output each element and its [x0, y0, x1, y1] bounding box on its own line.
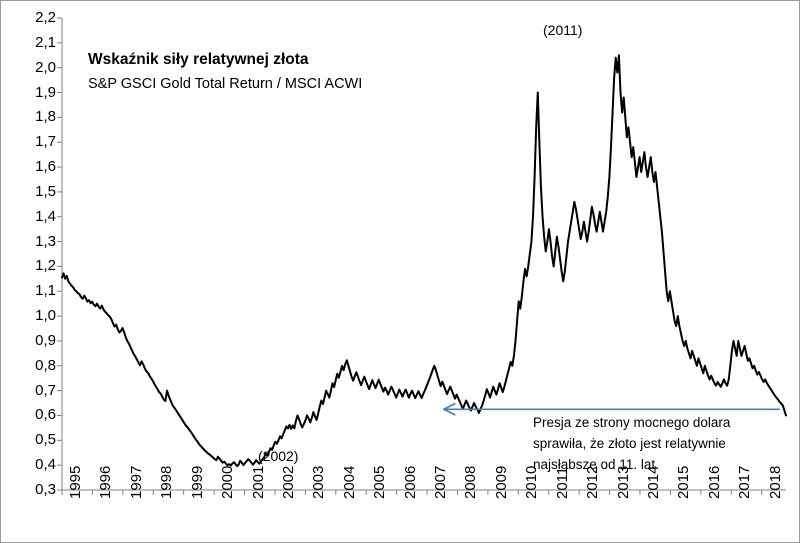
y-axis-tick-label: 2,2	[35, 9, 56, 26]
annotation-arrow	[442, 402, 780, 416]
y-axis-tick-label: 1,1	[35, 282, 56, 300]
y-axis-tick-label: 0,7	[35, 381, 56, 399]
x-axis-tick-label: 2004	[340, 465, 358, 499]
y-axis-tick-label: 1,9	[35, 83, 56, 101]
y-axis-tick-label: 1,5	[35, 182, 56, 200]
y-axis-tick-label: 1,0	[35, 307, 56, 325]
y-axis-tick-label: 0,6	[35, 406, 56, 424]
chart-title: Wskaźnik siły relatywnej złota	[88, 51, 309, 68]
x-axis-tick-label: 2006	[401, 465, 419, 499]
y-axis-tick-label: 1,2	[35, 257, 56, 275]
y-axis-tick-label: 2,0	[35, 58, 56, 76]
note-line-3: najsłabsze od 11. lat	[533, 456, 656, 472]
x-axis-tick-label: 1998	[158, 465, 176, 499]
x-axis-tick-label: 1997	[127, 465, 145, 499]
y-axis-tick-label: 1,3	[35, 232, 56, 250]
x-axis-tick-label: 2009	[492, 465, 510, 499]
x-axis-tick-label: 2007	[432, 465, 450, 499]
axis-lines	[61, 18, 786, 491]
y-axis-tick-label: 1,6	[35, 158, 56, 176]
y-axis-tick-label: 0,9	[35, 331, 56, 349]
x-axis-tick-label: 2001	[249, 465, 267, 499]
y-axis-tick-label: 0,8	[35, 356, 56, 374]
y-axis-tick-label: 1,4	[35, 207, 56, 225]
x-axis-tick-label: 2003	[310, 465, 328, 499]
x-axis-tick-label: 2005	[371, 465, 389, 499]
x-axis-tick-label: 2002	[279, 465, 297, 499]
data-series-line	[61, 54, 787, 468]
dollar-pressure-note: Presja ze strony mocnego dolara sprawiła…	[533, 413, 793, 476]
chart-subtitle: S&P GSCI Gold Total Return / MSCI ACWI	[88, 76, 363, 93]
y-tick-marks	[57, 17, 62, 491]
x-axis-tick-label: 1995	[67, 465, 84, 499]
note-line-2: sprawiła, że złoto jest relatywnie	[533, 435, 726, 451]
x-tick-marks	[61, 490, 763, 495]
y-axis-tick-label: 0,5	[35, 431, 56, 449]
x-axis-tick-label: 1999	[188, 465, 206, 499]
y-axis-tick-label: 2,1	[35, 33, 56, 51]
x-axis-tick-label: 2008	[462, 465, 480, 499]
y-axis-labels: 2,2 2,1 2,0 1,9 1,8 1,7 1,6 1,5 1,4 1,3 1,2 1,1 1,0 0…	[0, 0, 56, 543]
x-axis-tick-label: 2000	[219, 465, 237, 499]
trough-2002-label: (2002)	[258, 448, 299, 464]
y-axis-tick-label: 1,7	[35, 133, 56, 151]
peak-2011-label: (2011)	[543, 22, 583, 38]
y-axis-tick-label: 1,8	[35, 108, 56, 126]
y-axis-tick-label: 0,4	[35, 456, 56, 474]
x-axis-tick-label: 1996	[97, 465, 115, 499]
title-block: Wskaźnik siły relatywnej złota S&P GSCI …	[88, 50, 508, 94]
note-line-1: Presja ze strony mocnego dolara	[533, 415, 731, 430]
y-axis-tick-label: 0,3	[35, 481, 56, 498]
